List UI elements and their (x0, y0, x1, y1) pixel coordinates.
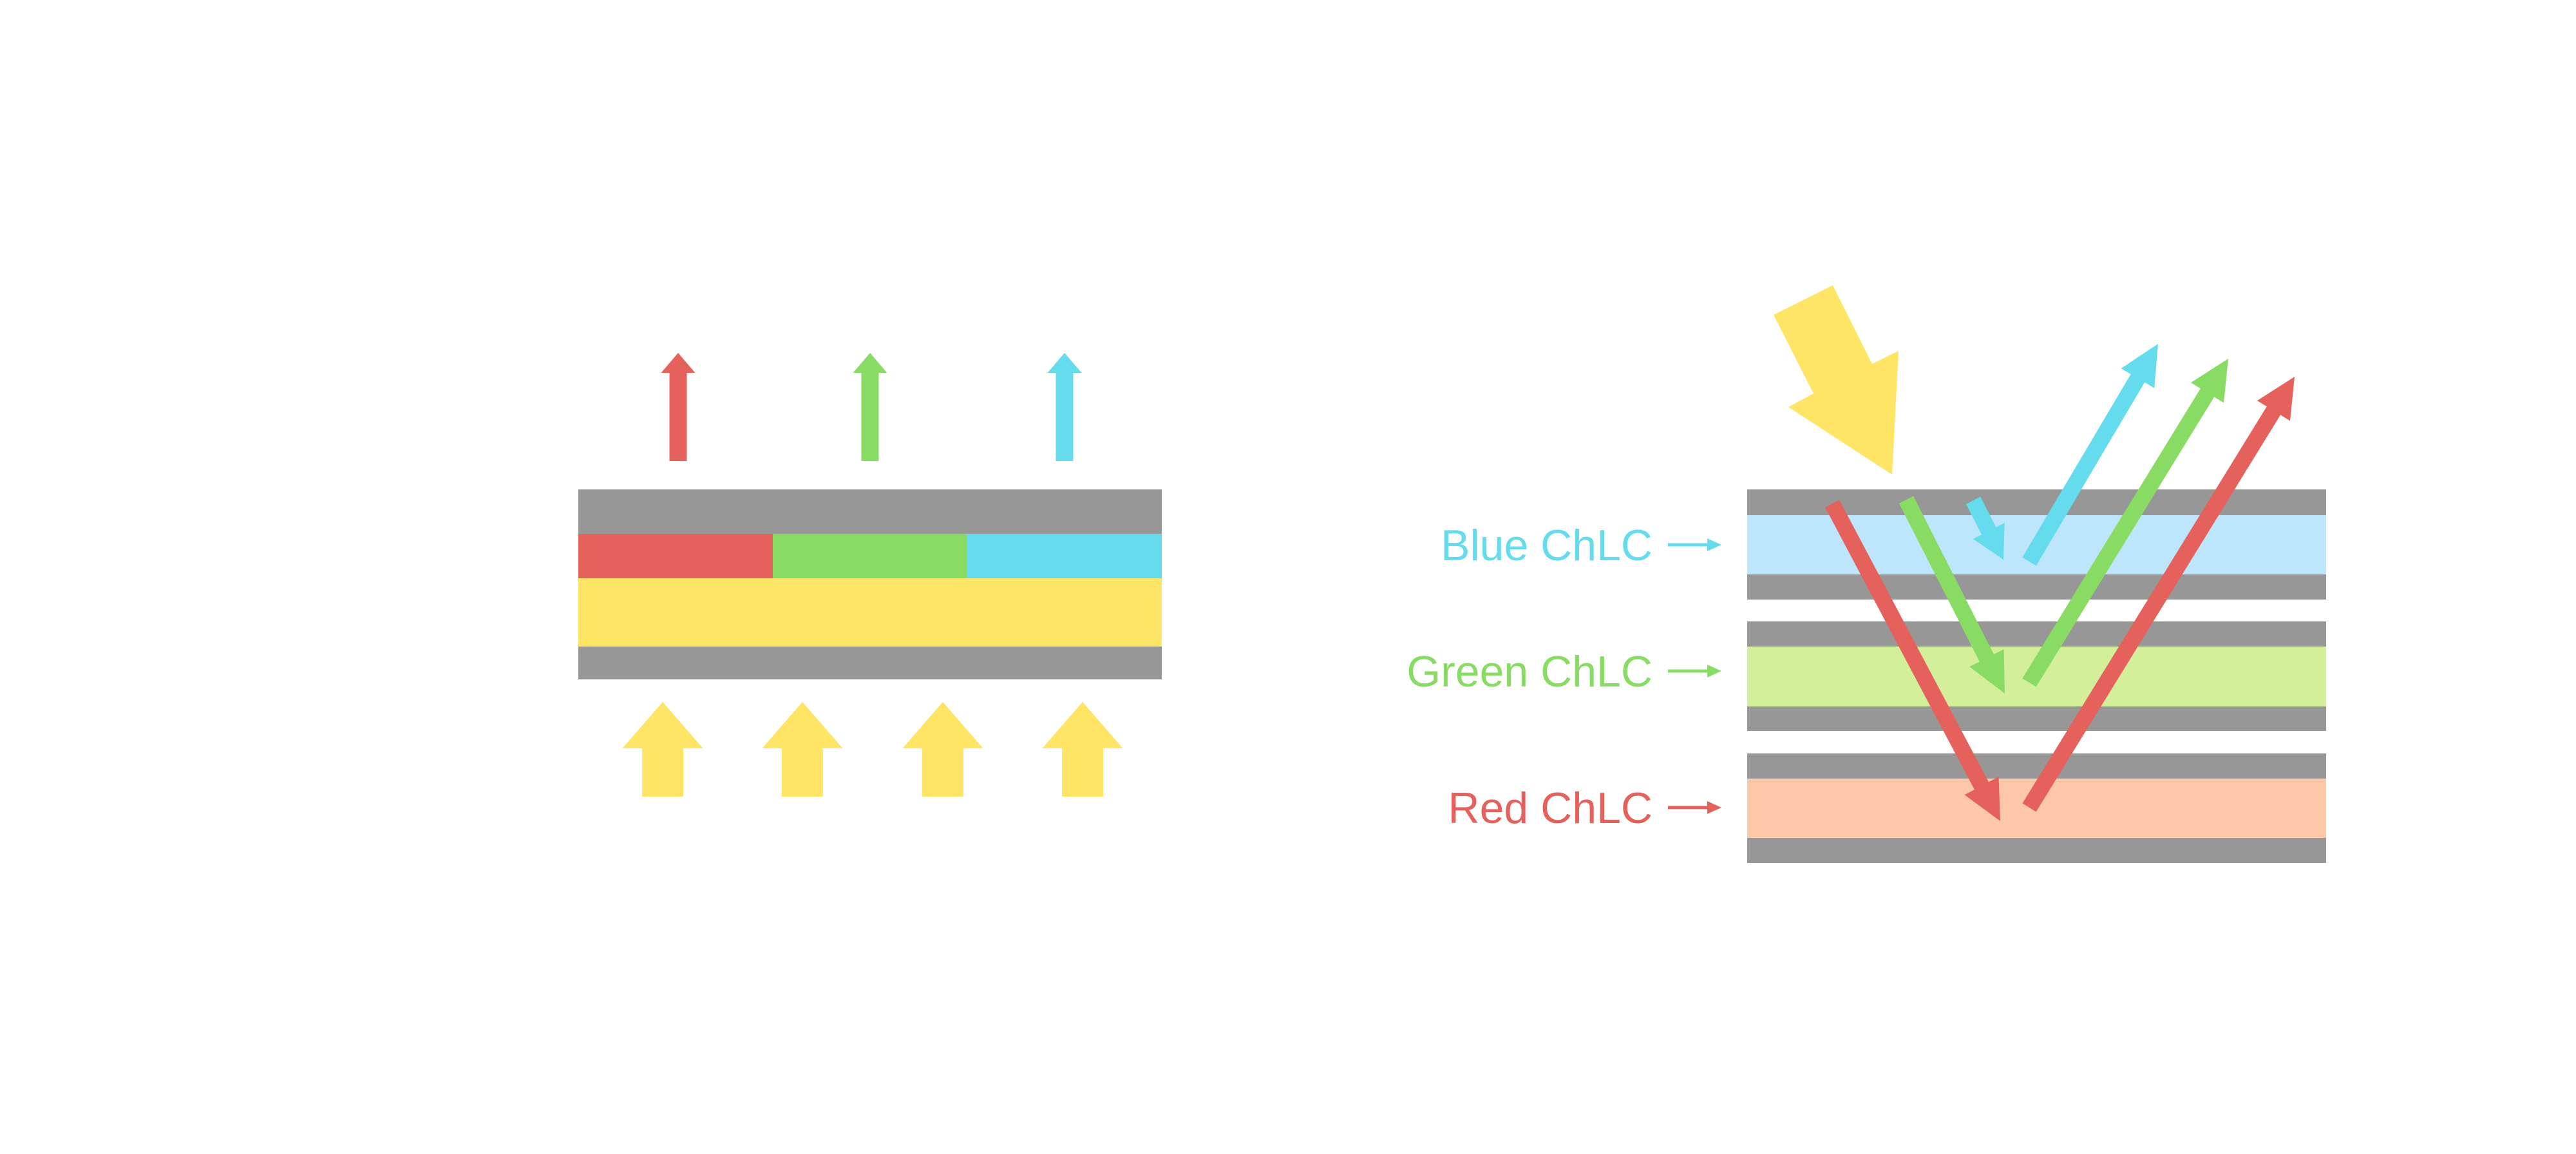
bottom-substrate-layer (578, 647, 1162, 679)
arrows (622, 344, 2295, 821)
backlight-arrow-icon-2 (762, 702, 843, 797)
incident-light-bolt-icon (1774, 285, 1899, 475)
backlight-arrow-icon-1 (622, 702, 703, 797)
blue-filter (967, 534, 1162, 578)
red-chlc-label: Red ChLC (1448, 784, 1653, 833)
blue-chlc-label: Blue ChLC (1441, 521, 1653, 570)
green-emitted-arrow-icon (853, 353, 887, 461)
backlight-arrow-icon-3 (902, 702, 983, 797)
green-incident-arrow-icon (1899, 496, 2005, 694)
green-label-pointer-icon (1668, 665, 1721, 677)
left-diagram-color-filter-display (578, 489, 1162, 679)
red-filter (578, 534, 773, 578)
blue-reflected-arrow-icon (2022, 344, 2158, 566)
blue-chlc-bottom-substrate (1747, 574, 2326, 600)
blue-emitted-arrow-icon (1047, 353, 1082, 461)
blue-label-pointer-icon (1668, 538, 1721, 551)
green-filter (773, 534, 967, 578)
top-substrate-layer (578, 489, 1162, 534)
red-label-pointer-icon (1668, 801, 1721, 814)
red-chlc-bottom-substrate (1747, 838, 2326, 863)
red-incident-arrow-icon (1825, 500, 2000, 821)
backlight-arrow-icon-4 (1042, 702, 1123, 797)
backlight-layer (578, 578, 1162, 647)
green-chlc-top-substrate (1747, 621, 2326, 647)
green-chlc-bottom-substrate (1747, 706, 2326, 731)
red-chlc-top-substrate (1747, 753, 2326, 779)
blue-incident-arrow-icon (1965, 497, 2005, 560)
green-reflected-arrow-icon (2022, 359, 2228, 687)
red-emitted-arrow-icon (661, 353, 696, 461)
green-chlc-label: Green ChLC (1406, 647, 1653, 696)
red-reflected-arrow-icon (2022, 377, 2295, 812)
